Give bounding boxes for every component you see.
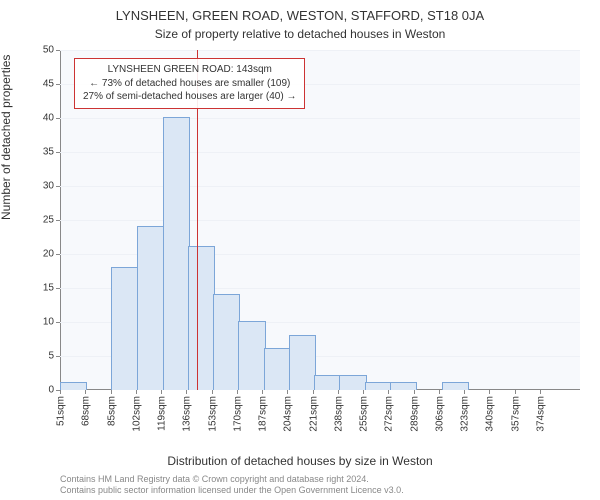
x-axis-label: Distribution of detached houses by size … [0,454,600,468]
footer-line-1: Contains HM Land Registry data © Crown c… [60,474,580,485]
plot-area: 0510152025303540455051sqm68sqm85sqm102sq… [60,50,580,390]
histogram-bar [238,321,265,390]
histogram-bar [60,382,87,390]
x-tick-label: 272sqm [382,396,395,432]
x-tick-mark [313,390,314,394]
histogram-bar [137,226,164,390]
x-tick-label: 221sqm [306,396,319,432]
x-tick-label: 323sqm [458,396,471,432]
annotation-box: LYNSHEEN GREEN ROAD: 143sqm← 73% of deta… [74,58,305,109]
x-tick-mark [464,390,465,394]
x-tick-label: 357sqm [508,396,521,432]
grid-line [60,220,580,221]
y-tick-label: 10 [24,317,60,328]
x-tick-label: 340sqm [483,396,496,432]
x-tick-mark [363,390,364,394]
histogram-bar [188,246,215,390]
chart-footer: Contains HM Land Registry data © Crown c… [60,474,580,497]
x-tick-mark [136,390,137,394]
x-tick-label: 51sqm [54,396,67,426]
histogram-bar [213,294,240,390]
x-tick-label: 187sqm [256,396,269,432]
x-tick-label: 289sqm [407,396,420,432]
y-tick-label: 25 [24,215,60,226]
y-tick-label: 5 [24,351,60,362]
x-tick-mark [186,390,187,394]
footer-line-2: Contains public sector information licen… [60,485,580,496]
x-tick-label: 85sqm [104,396,117,426]
annotation-line: ← 73% of detached houses are smaller (10… [83,77,296,91]
histogram-bar [163,117,190,390]
x-tick-mark [540,390,541,394]
x-tick-label: 68sqm [79,396,92,426]
histogram-bar [442,382,469,390]
x-tick-label: 374sqm [533,396,546,432]
x-tick-label: 170sqm [230,396,243,432]
x-tick-label: 153sqm [205,396,218,432]
x-tick-label: 238sqm [331,396,344,432]
x-tick-mark [60,390,61,394]
grid-line [60,118,580,119]
x-tick-label: 102sqm [129,396,142,432]
x-tick-mark [287,390,288,394]
x-tick-mark [414,390,415,394]
histogram-bar [289,335,316,390]
y-tick-label: 30 [24,181,60,192]
histogram-bar [339,375,366,390]
y-tick-label: 15 [24,283,60,294]
x-tick-mark [237,390,238,394]
y-tick-label: 40 [24,113,60,124]
y-tick-label: 20 [24,249,60,260]
x-tick-mark [212,390,213,394]
histogram-bar [314,375,341,390]
x-tick-label: 136sqm [180,396,193,432]
histogram-bar [111,267,138,390]
y-tick-label: 35 [24,147,60,158]
x-tick-mark [262,390,263,394]
histogram-bar [390,382,417,390]
chart-subtitle: Size of property relative to detached ho… [0,27,600,41]
x-tick-mark [439,390,440,394]
x-tick-label: 119sqm [155,396,168,431]
x-tick-mark [489,390,490,394]
chart-title: LYNSHEEN, GREEN ROAD, WESTON, STAFFORD, … [0,8,600,23]
x-tick-mark [111,390,112,394]
y-tick-label: 0 [24,385,60,396]
annotation-line: LYNSHEEN GREEN ROAD: 143sqm [83,63,296,77]
x-tick-mark [161,390,162,394]
grid-line [60,186,580,187]
x-tick-label: 255sqm [357,396,370,432]
chart-container: LYNSHEEN, GREEN ROAD, WESTON, STAFFORD, … [0,0,600,500]
grid-line [60,50,580,51]
histogram-bar [365,382,392,390]
y-axis-label: Number of detached properties [0,55,13,220]
x-tick-mark [85,390,86,394]
x-tick-mark [338,390,339,394]
histogram-bar [264,348,291,390]
x-tick-label: 306sqm [432,396,445,432]
grid-line [60,152,580,153]
x-tick-label: 204sqm [281,396,294,432]
y-tick-label: 45 [24,79,60,90]
x-tick-mark [388,390,389,394]
x-tick-mark [515,390,516,394]
annotation-line: 27% of semi-detached houses are larger (… [83,90,296,104]
y-tick-label: 50 [24,45,60,56]
